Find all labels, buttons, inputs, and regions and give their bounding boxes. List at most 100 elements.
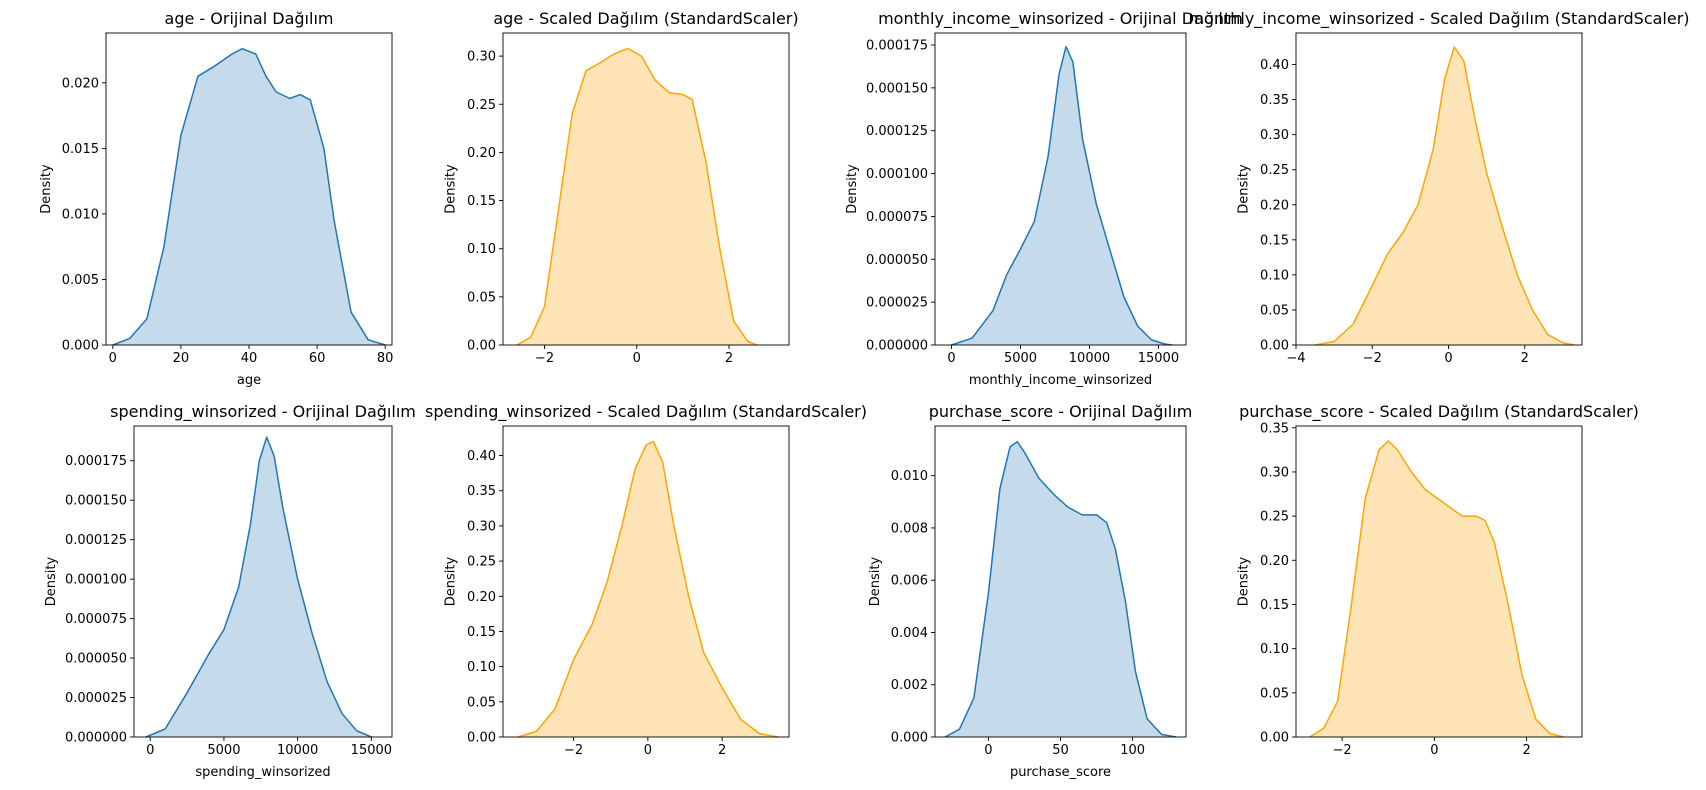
y-tick-label: 0.000100: [65, 573, 127, 588]
y-tick-label: 0.000075: [866, 210, 928, 225]
y-axis-label: Density: [1237, 556, 1252, 606]
subplot-4: −4 −2 0 2 0.00 0.05 0.10 0.15 0.20 0.25 0.30 0.35 0.…: [1188, 9, 1689, 366]
x-tick-label: 5000: [1004, 351, 1037, 366]
y-tick-label: 0.000125: [866, 124, 928, 139]
y-tick-label: 0.00: [1260, 339, 1289, 354]
x-axis-label: monthly_income_winsorized: [969, 373, 1152, 388]
x-tick-label: 0: [984, 743, 992, 758]
x-tick-label: 15000: [351, 743, 392, 758]
x-tick-label: 2: [1521, 351, 1529, 366]
y-axis-label: Density: [1237, 164, 1252, 214]
x-axis-label: spending_winsorized: [195, 765, 330, 780]
y-axis-label: Density: [444, 164, 459, 214]
y-tick-label: 0.30: [467, 519, 496, 534]
subplot-title: monthly_income_winsorized - Orijinal Dağ…: [878, 9, 1243, 29]
y-tick-label: 0.000050: [866, 253, 928, 268]
density-line: [944, 440, 1177, 738]
subplot-5: 0 5000 10000 15000 0.000000 0.000025 0.000050 0…: [44, 402, 416, 780]
y-tick-label: 0.25: [467, 555, 496, 570]
y-tick-label: 0.25: [1260, 510, 1289, 525]
subplot-title: age - Scaled Dağılım (StandardScaler): [493, 9, 798, 28]
y-tick-label: 0.010: [891, 469, 928, 484]
y-tick-label: 0.25: [467, 98, 496, 113]
y-tick-label: 0.20: [467, 146, 496, 161]
x-tick-label: 50: [1052, 743, 1069, 758]
y-tick-label: 0.000100: [866, 167, 928, 182]
y-tick-label: 0.05: [467, 290, 496, 305]
y-tick-label: 0.000150: [65, 494, 127, 509]
y-tick-label: 0.000075: [65, 612, 127, 627]
density-line: [517, 440, 779, 738]
density-line: [1309, 440, 1564, 738]
density-area: [517, 441, 778, 737]
subplot-title: monthly_income_winsorized - Scaled Dağıl…: [1188, 9, 1689, 29]
density-line: [1314, 46, 1575, 346]
x-tick-label: 0: [947, 351, 955, 366]
x-tick-label: −2: [1363, 351, 1382, 366]
y-tick-label: 0.000025: [65, 691, 127, 706]
x-tick-label: 5000: [207, 743, 240, 758]
x-tick-label: 10000: [1069, 351, 1110, 366]
density-line: [951, 45, 1173, 346]
subplot-6: −2 0 2 0.00 0.05 0.10 0.15 0.20 0.25 0.30 0.35 0.40…: [425, 402, 867, 758]
y-axis-label: Density: [444, 556, 459, 606]
y-tick-label: 0.000150: [866, 81, 928, 96]
subplot-1: 0 20 40 60 80 0.000 0.005 0.010 0.015 0.020 age - …: [39, 9, 393, 388]
y-tick-label: 0.000175: [65, 454, 127, 469]
y-tick-label: 0.00: [467, 339, 496, 354]
axes-frame: [934, 32, 1187, 346]
subplot-title: spending_winsorized - Scaled Dağılım (St…: [425, 402, 867, 422]
density-area: [951, 46, 1173, 345]
x-tick-label: 0: [109, 351, 117, 366]
y-tick-label: 0.15: [1260, 598, 1289, 613]
subplot-7: 0 50 100 0.000 0.002 0.004 0.006 0.008 0.010 purc…: [868, 402, 1192, 780]
axes-frame: [502, 32, 790, 346]
x-tick-label: 0: [1444, 351, 1452, 366]
x-tick-label: 60: [309, 351, 326, 366]
x-tick-label: 40: [241, 351, 258, 366]
y-tick-label: 0.20: [1260, 554, 1289, 569]
y-tick-label: 0.15: [1260, 233, 1289, 248]
subplot-8: −2 0 2 0.00 0.05 0.10 0.15 0.20 0.25 0.30 0.35purc…: [1237, 402, 1639, 758]
density-line: [516, 47, 757, 346]
subplot-title: purchase_score - Scaled Dağılım (Standar…: [1239, 402, 1639, 422]
x-tick-label: −2: [564, 743, 583, 758]
x-tick-label: 0: [644, 743, 652, 758]
y-tick-label: 0.020: [62, 76, 99, 91]
y-tick-label: 0.05: [467, 695, 496, 710]
y-tick-label: 0.15: [467, 194, 496, 209]
x-tick-label: 100: [1120, 743, 1145, 758]
x-tick-label: 0: [1430, 743, 1438, 758]
x-tick-label: 20: [173, 351, 190, 366]
subplot-2: −2 0 2 0.00 0.05 0.10 0.15 0.20 0.25 0.30 age - Sc…: [444, 9, 799, 366]
y-tick-label: 0.30: [1260, 128, 1289, 143]
y-tick-label: 0.40: [1260, 58, 1289, 73]
y-axis-label: Density: [44, 556, 59, 606]
y-tick-label: 0.002: [891, 678, 928, 693]
density-area: [112, 48, 386, 345]
axes-frame: [1295, 32, 1583, 346]
y-tick-label: 0.000025: [866, 296, 928, 311]
subplot-title: purchase_score - Orijinal Dağılım: [929, 402, 1193, 422]
x-tick-label: 15000: [1138, 351, 1179, 366]
y-tick-label: 0.15: [467, 625, 496, 640]
x-tick-label: 10000: [277, 743, 318, 758]
density-area: [945, 441, 1176, 737]
density-area: [1309, 441, 1564, 737]
density-line: [145, 436, 372, 738]
subplot-title: age - Orijinal Dağılım: [165, 9, 334, 28]
y-tick-label: 0.008: [891, 521, 928, 536]
y-tick-label: 0.10: [467, 660, 496, 675]
y-tick-label: 0.30: [1260, 465, 1289, 480]
y-tick-label: 0.00: [467, 731, 496, 746]
x-tick-label: 0: [146, 743, 154, 758]
x-tick-label: 2: [725, 351, 733, 366]
x-tick-label: 80: [377, 351, 394, 366]
y-tick-label: 0.000000: [866, 339, 928, 354]
y-tick-label: 0.000175: [866, 39, 928, 54]
y-tick-label: 0.004: [891, 626, 928, 641]
y-tick-label: 0.000: [62, 339, 99, 354]
x-tick-label: −2: [1333, 743, 1352, 758]
subplot-3: 0 5000 10000 15000 0.000000 0.000025 0.000050 0…: [845, 9, 1243, 388]
